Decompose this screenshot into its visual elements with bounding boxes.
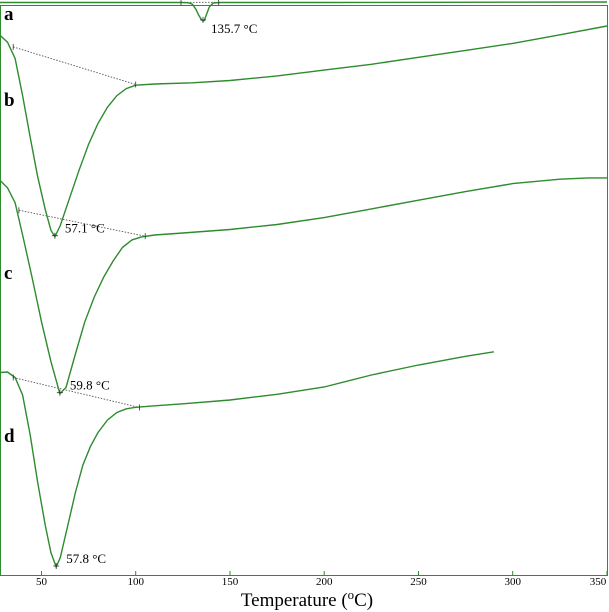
- integration-baseline-d: [13, 377, 140, 408]
- x-axis-ticks: 50 100 150 200 250 300 350: [36, 571, 608, 588]
- x-tick-label-350: 350: [590, 576, 607, 588]
- peak-label-b: 57.1 °C: [65, 221, 105, 236]
- dsc-curve-d: [0, 351, 495, 569]
- dsc-curve-c: [0, 177, 607, 396]
- x-tick-label-250: 250: [410, 576, 427, 588]
- peak-marker-c: [56, 389, 63, 396]
- dsc-curve-b: [0, 25, 608, 239]
- integration-baseline-b: [13, 46, 136, 85]
- peak-label-a: 135.7 °C: [211, 21, 257, 36]
- peak-marker-d: [53, 563, 60, 569]
- x-tick-label-100: 100: [127, 576, 144, 588]
- panel-letter-c: c: [4, 263, 12, 284]
- markers-layer: [12, 0, 220, 569]
- x-tick-label-50: 50: [36, 576, 48, 588]
- x-tick-label-150: 150: [222, 576, 239, 588]
- peak-labels-layer: 135.7 °C 57.1 °C 59.8 °C 57.8 °C: [65, 21, 257, 566]
- x-axis-title: Temperature (oC): [241, 587, 373, 611]
- curves-layer: [0, 1, 608, 569]
- x-axis-title-unit-open: (: [337, 590, 348, 611]
- panel-letter-b: b: [4, 90, 15, 111]
- panel-letter-d: d: [4, 426, 15, 447]
- plot-area-frame: [0, 5, 608, 576]
- x-axis-title-unit-close: C): [354, 590, 373, 611]
- x-tick-label-200: 200: [316, 576, 333, 588]
- panel-letter-a: a: [4, 4, 14, 25]
- integration-baseline-c: [18, 209, 146, 237]
- peak-label-d: 57.8 °C: [66, 551, 106, 566]
- panel-letters-layer: a b c d: [4, 4, 15, 447]
- peak-label-c: 59.8 °C: [70, 378, 110, 393]
- x-tick-label-300: 300: [504, 576, 521, 588]
- peak-marker-a: [200, 16, 206, 23]
- x-axis-title-text: Temperature: [241, 590, 337, 611]
- x-axis-title-unit-sup: o: [348, 587, 354, 602]
- dsc-curve-a: [0, 1, 608, 22]
- peak-marker-b: [51, 232, 58, 239]
